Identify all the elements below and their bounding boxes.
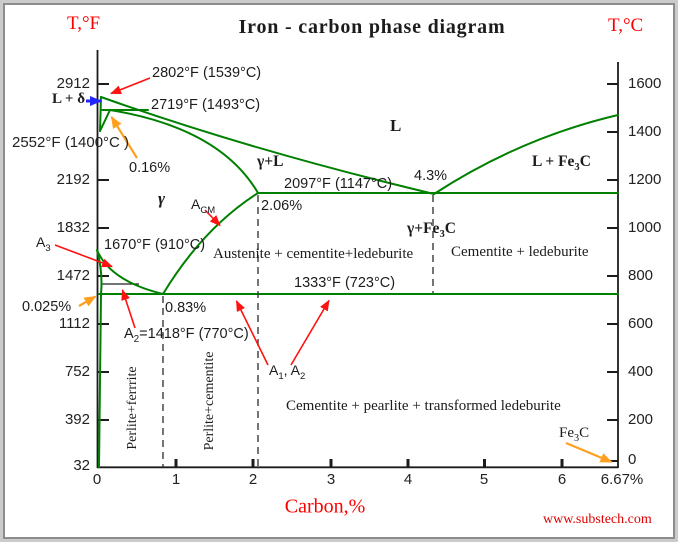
- region-gamma: γ: [158, 189, 166, 208]
- left-tick-752: 752: [64, 363, 90, 380]
- peritectic-temp-label: 2719°F (1493°C): [151, 97, 261, 113]
- dashed-lines-group: [162, 195, 434, 467]
- x-axis-title: Carbon,%: [284, 495, 366, 518]
- gamma-start-temp-label: 1670°F (910°C): [104, 237, 206, 253]
- left-label-2552: 2552°F (1400°C ): [12, 134, 130, 151]
- left-tick-1112: 1112: [58, 315, 90, 332]
- a1-a2-label: A1, A2: [269, 362, 306, 382]
- a3-label: A3: [36, 234, 51, 254]
- arrow-a1a2-left: [235, 300, 269, 366]
- right-axis-ticks: [607, 83, 618, 462]
- right-tick-1600: 1600: [628, 75, 662, 92]
- page-title: Iron - carbon phase diagram: [238, 16, 506, 38]
- x-tick-6: 6: [557, 471, 567, 488]
- left-tick-32: 32: [73, 457, 90, 474]
- x-tick-1: 1: [171, 471, 181, 488]
- eutectic-composition-label: 4.3%: [414, 168, 448, 184]
- region-gamma-plus-liquid: γ+L: [257, 153, 284, 170]
- ferrite-solvus-curve: [96, 249, 103, 468]
- x-tick-667: 6.67%: [600, 471, 644, 488]
- right-tick-800: 800: [628, 267, 654, 284]
- left-tick-1472: 1472: [56, 267, 90, 284]
- a2-temp-label: A2=1418°F (770°C): [124, 326, 249, 345]
- liquidus-right-curve: [433, 114, 619, 195]
- peritectic-composition-label: 0.16%: [129, 160, 171, 176]
- left-tick-2192: 2192: [56, 171, 90, 188]
- l-delta-label: L + δ: [52, 91, 86, 107]
- region-liquid-plus-fe3c: L + Fe3C: [532, 153, 591, 174]
- melting-point-label: 2802°F (1539°C): [152, 65, 262, 81]
- arrow-acm: [204, 209, 221, 227]
- region-perlite-cementite: Perlite+cementite: [201, 351, 217, 451]
- a3-curve: [96, 249, 164, 295]
- x-tick-3: 3: [326, 471, 336, 488]
- arrow-fe3c: [565, 441, 613, 464]
- x-tick-0: 0: [92, 471, 102, 488]
- region-liquid: L: [390, 116, 402, 135]
- austenite-max-carbon-label: 2.06%: [261, 198, 303, 214]
- acm-label: ACM: [191, 196, 216, 216]
- x-axis-ticks: [174, 459, 564, 468]
- left-tick-392: 392: [64, 411, 90, 428]
- left-axis-title: T,°F: [67, 13, 101, 34]
- right-tick-200: 200: [628, 411, 654, 428]
- left-tick-1832: 1832: [56, 219, 90, 236]
- arrow-a2: [121, 289, 136, 329]
- region-austenite-cementite-ledeburite: Austenite + cementite+ledeburite: [213, 246, 414, 262]
- delta-gamma-boundary-line: [99, 109, 111, 132]
- arrow-0025-percent: [78, 295, 97, 307]
- region-cementite-pearlite-ledeburite: Cementite + pearlite + transformed ledeb…: [286, 398, 561, 414]
- arrow-a1a2-right: [290, 299, 330, 366]
- x-tick-2: 2: [248, 471, 258, 488]
- right-tick-0: 0: [628, 451, 637, 468]
- eutectoid-temp-label: 1333°F (723°C): [294, 275, 396, 291]
- eutectoid-composition-label: 0.83%: [165, 300, 207, 316]
- phase-boundaries-group: [96, 96, 619, 468]
- axes-group: [96, 50, 619, 469]
- right-axis-title: T,°C: [608, 15, 644, 36]
- acm-curve: [162, 192, 259, 295]
- arrow-016-percent: [110, 116, 138, 159]
- red-arrows-group: [54, 77, 330, 366]
- right-tick-1400: 1400: [628, 123, 662, 140]
- fe3c-axis-label: Fe3C: [559, 425, 590, 444]
- eutectic-temp-label: 2097°F (1147°C): [284, 176, 393, 192]
- right-tick-1200: 1200: [628, 171, 662, 188]
- left-tick-2912: 2912: [56, 75, 90, 92]
- arrow-melting-point: [110, 77, 151, 95]
- x-tick-4: 4: [403, 471, 413, 488]
- right-tick-600: 600: [628, 315, 654, 332]
- austenite-solidus-curve: [109, 109, 259, 194]
- orange-arrows-group: [78, 116, 613, 464]
- watermark: www.substech.com: [543, 512, 652, 527]
- right-tick-1000: 1000: [628, 219, 662, 236]
- region-cementite-ledeburite: Cementite + ledeburite: [451, 244, 589, 260]
- x-tick-5: 5: [479, 471, 489, 488]
- ferrite-solubility-label: 0.025%: [22, 299, 72, 315]
- arrow-a3: [54, 244, 113, 268]
- region-gamma-plus-fe3c: γ+Fe3C: [407, 220, 456, 241]
- right-tick-400: 400: [628, 363, 654, 380]
- left-axis-ticks: [97, 83, 109, 421]
- region-perlite-ferrite: Perlite+ferrrite: [124, 366, 140, 450]
